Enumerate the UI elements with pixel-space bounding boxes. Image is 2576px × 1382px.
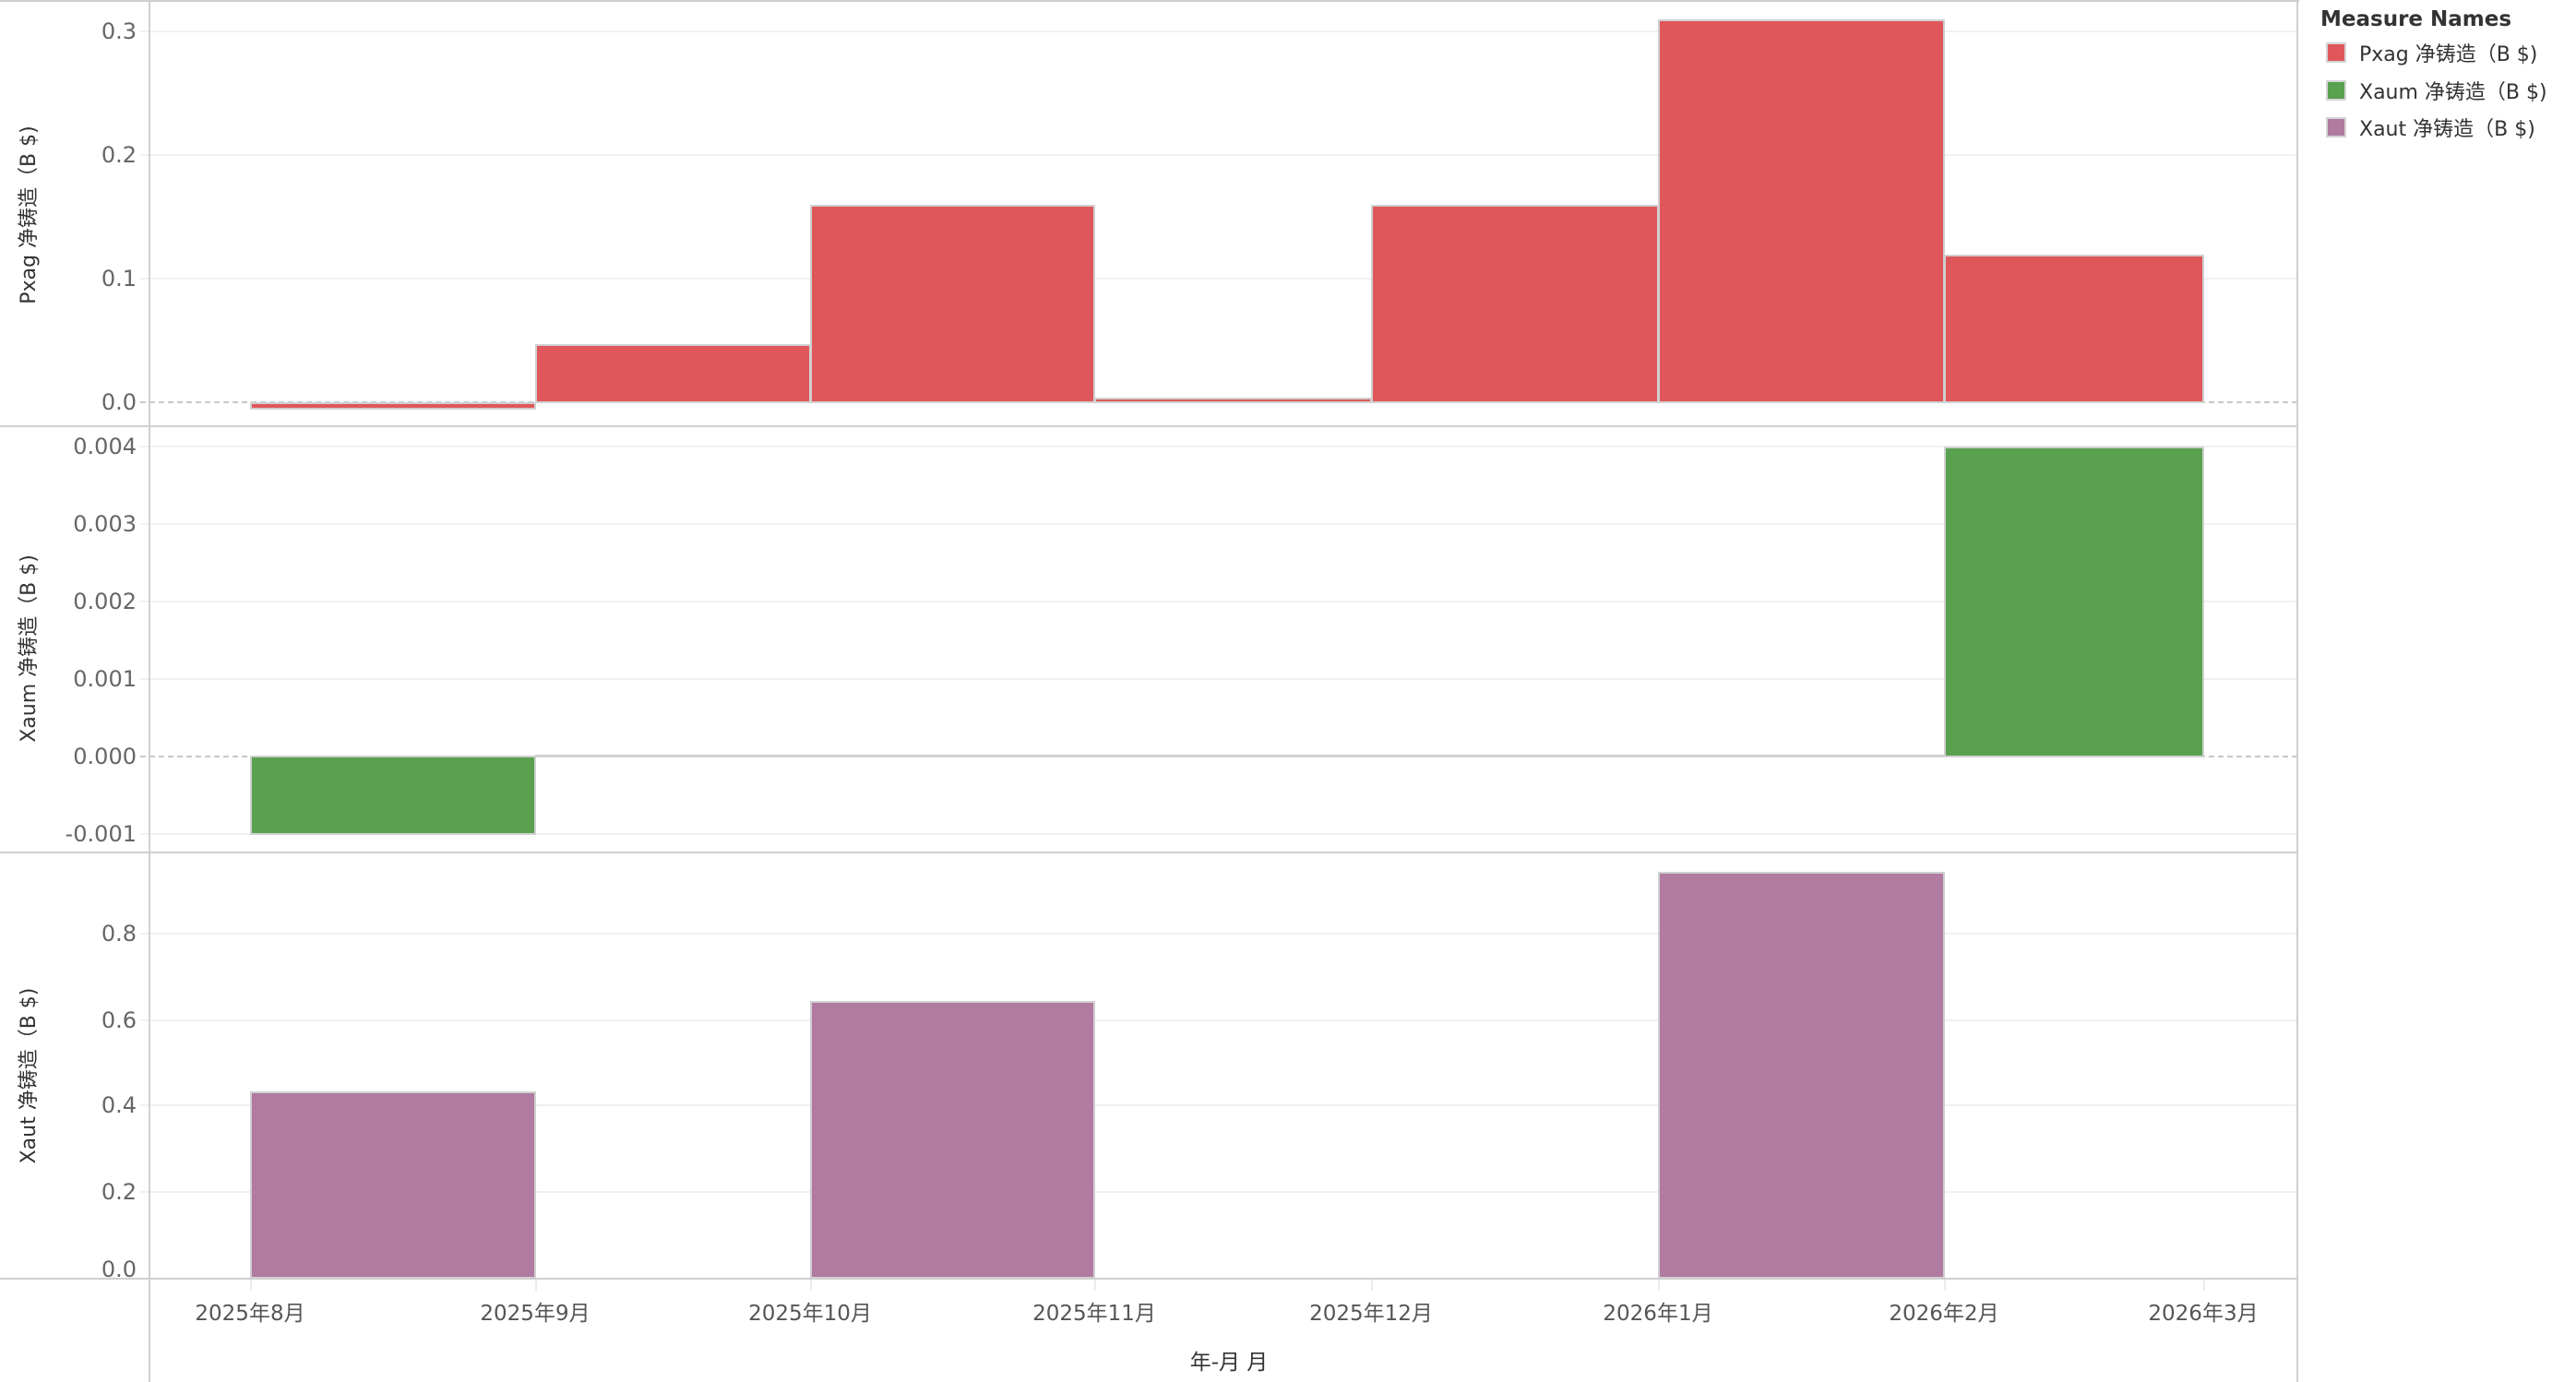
gridline	[140, 278, 2297, 280]
bar-xaum-zero-run[interactable]	[535, 755, 1945, 757]
bar-pxag-2026-01[interactable]	[1658, 19, 1945, 403]
bar-xaut-2025-10[interactable]	[810, 1001, 1095, 1279]
bar-pxag-2025-11[interactable]	[1094, 398, 1372, 403]
y-tick-label: 0.000	[73, 744, 137, 769]
legend-label: Xaut 净铸造（B $)	[2359, 118, 2535, 141]
x-tick-label: 2025年10月	[748, 1302, 872, 1326]
top-border	[0, 0, 2299, 2]
gridline	[140, 154, 2297, 156]
bar-xaum-2026-02[interactable]	[1944, 447, 2204, 757]
x-tick-label: 2025年9月	[480, 1302, 590, 1326]
x-tick	[1658, 1280, 1660, 1291]
right-border	[2296, 0, 2298, 1382]
x-tick	[535, 1280, 537, 1291]
gridline	[140, 601, 2297, 602]
gridline	[140, 523, 2297, 525]
y-axis-title-pxag: Pxag 净铸造（B $)	[18, 125, 41, 304]
gridline	[140, 446, 2297, 447]
y-tick-label: 0.002	[73, 589, 137, 614]
x-tick	[1094, 1280, 1096, 1291]
legend-item-pxag[interactable]: Pxag 净铸造（B $)	[2326, 39, 2537, 66]
bar-xaut-2026-01[interactable]	[1658, 872, 1945, 1279]
legend-swatch-xaut	[2326, 117, 2346, 137]
legend-item-xaut[interactable]: Xaut 净铸造（B $)	[2326, 113, 2535, 141]
panel-divider	[0, 852, 2298, 853]
x-tick-label: 2026年1月	[1603, 1302, 1713, 1326]
bar-pxag-2025-09[interactable]	[535, 344, 811, 403]
gridline	[140, 833, 2297, 835]
legend-label: Xaum 净铸造（B $)	[2359, 81, 2547, 104]
legend-item-xaum[interactable]: Xaum 净铸造（B $)	[2326, 77, 2547, 104]
gridline	[140, 1104, 2297, 1106]
legend-swatch-pxag	[2326, 42, 2346, 63]
x-tick	[1944, 1280, 1946, 1291]
y-tick-label: 0.4	[101, 1092, 137, 1118]
panel-divider	[0, 425, 2298, 427]
y-tick-label: 0.2	[101, 1179, 137, 1205]
y-tick-label: -0.001	[65, 821, 137, 847]
legend-label: Pxag 净铸造（B $)	[2359, 43, 2538, 66]
x-tick-label: 2025年11月	[1032, 1302, 1156, 1326]
y-axis-line	[149, 0, 150, 1382]
y-tick-label: 0.3	[101, 18, 137, 44]
x-axis-line	[0, 1278, 2298, 1280]
gridline	[140, 30, 2297, 32]
y-tick-label: 0.1	[101, 266, 137, 292]
gridline	[140, 933, 2297, 935]
y-tick-label: 0.004	[73, 434, 137, 459]
bar-pxag-2026-02[interactable]	[1944, 255, 2204, 403]
legend-title: Measure Names	[2320, 7, 2512, 31]
x-tick	[2203, 1280, 2205, 1291]
x-axis-title: 年-月 月	[1189, 1351, 1269, 1375]
x-tick	[810, 1280, 812, 1291]
bar-xaut-2025-08[interactable]	[250, 1091, 536, 1279]
gridline	[140, 1191, 2297, 1193]
x-tick-label: 2025年8月	[195, 1302, 305, 1326]
x-tick-label: 2026年2月	[1889, 1302, 1999, 1326]
bar-pxag-2025-12[interactable]	[1371, 205, 1659, 403]
x-tick-label: 2026年3月	[2148, 1302, 2259, 1326]
y-tick-label: 0.8	[101, 921, 137, 947]
y-tick-label: 0.6	[101, 1007, 137, 1033]
gridline	[140, 678, 2297, 680]
x-tick	[250, 1280, 252, 1291]
y-tick-label: 0.0	[101, 1257, 137, 1282]
x-tick-label: 2025年12月	[1309, 1302, 1433, 1326]
y-tick-label: 0.0	[101, 389, 137, 415]
legend-swatch-xaum	[2326, 80, 2346, 101]
y-axis-title-xaut: Xaut 净铸造（B $)	[18, 987, 41, 1164]
gridline	[140, 1019, 2297, 1021]
bar-pxag-2025-08[interactable]	[250, 402, 536, 410]
bar-xaum-2025-08[interactable]	[250, 756, 536, 835]
bar-pxag-2025-10[interactable]	[810, 205, 1095, 403]
x-tick	[1371, 1280, 1373, 1291]
y-tick-label: 0.001	[73, 666, 137, 692]
y-tick-label: 0.003	[73, 511, 137, 537]
y-tick-label: 0.2	[101, 142, 137, 168]
